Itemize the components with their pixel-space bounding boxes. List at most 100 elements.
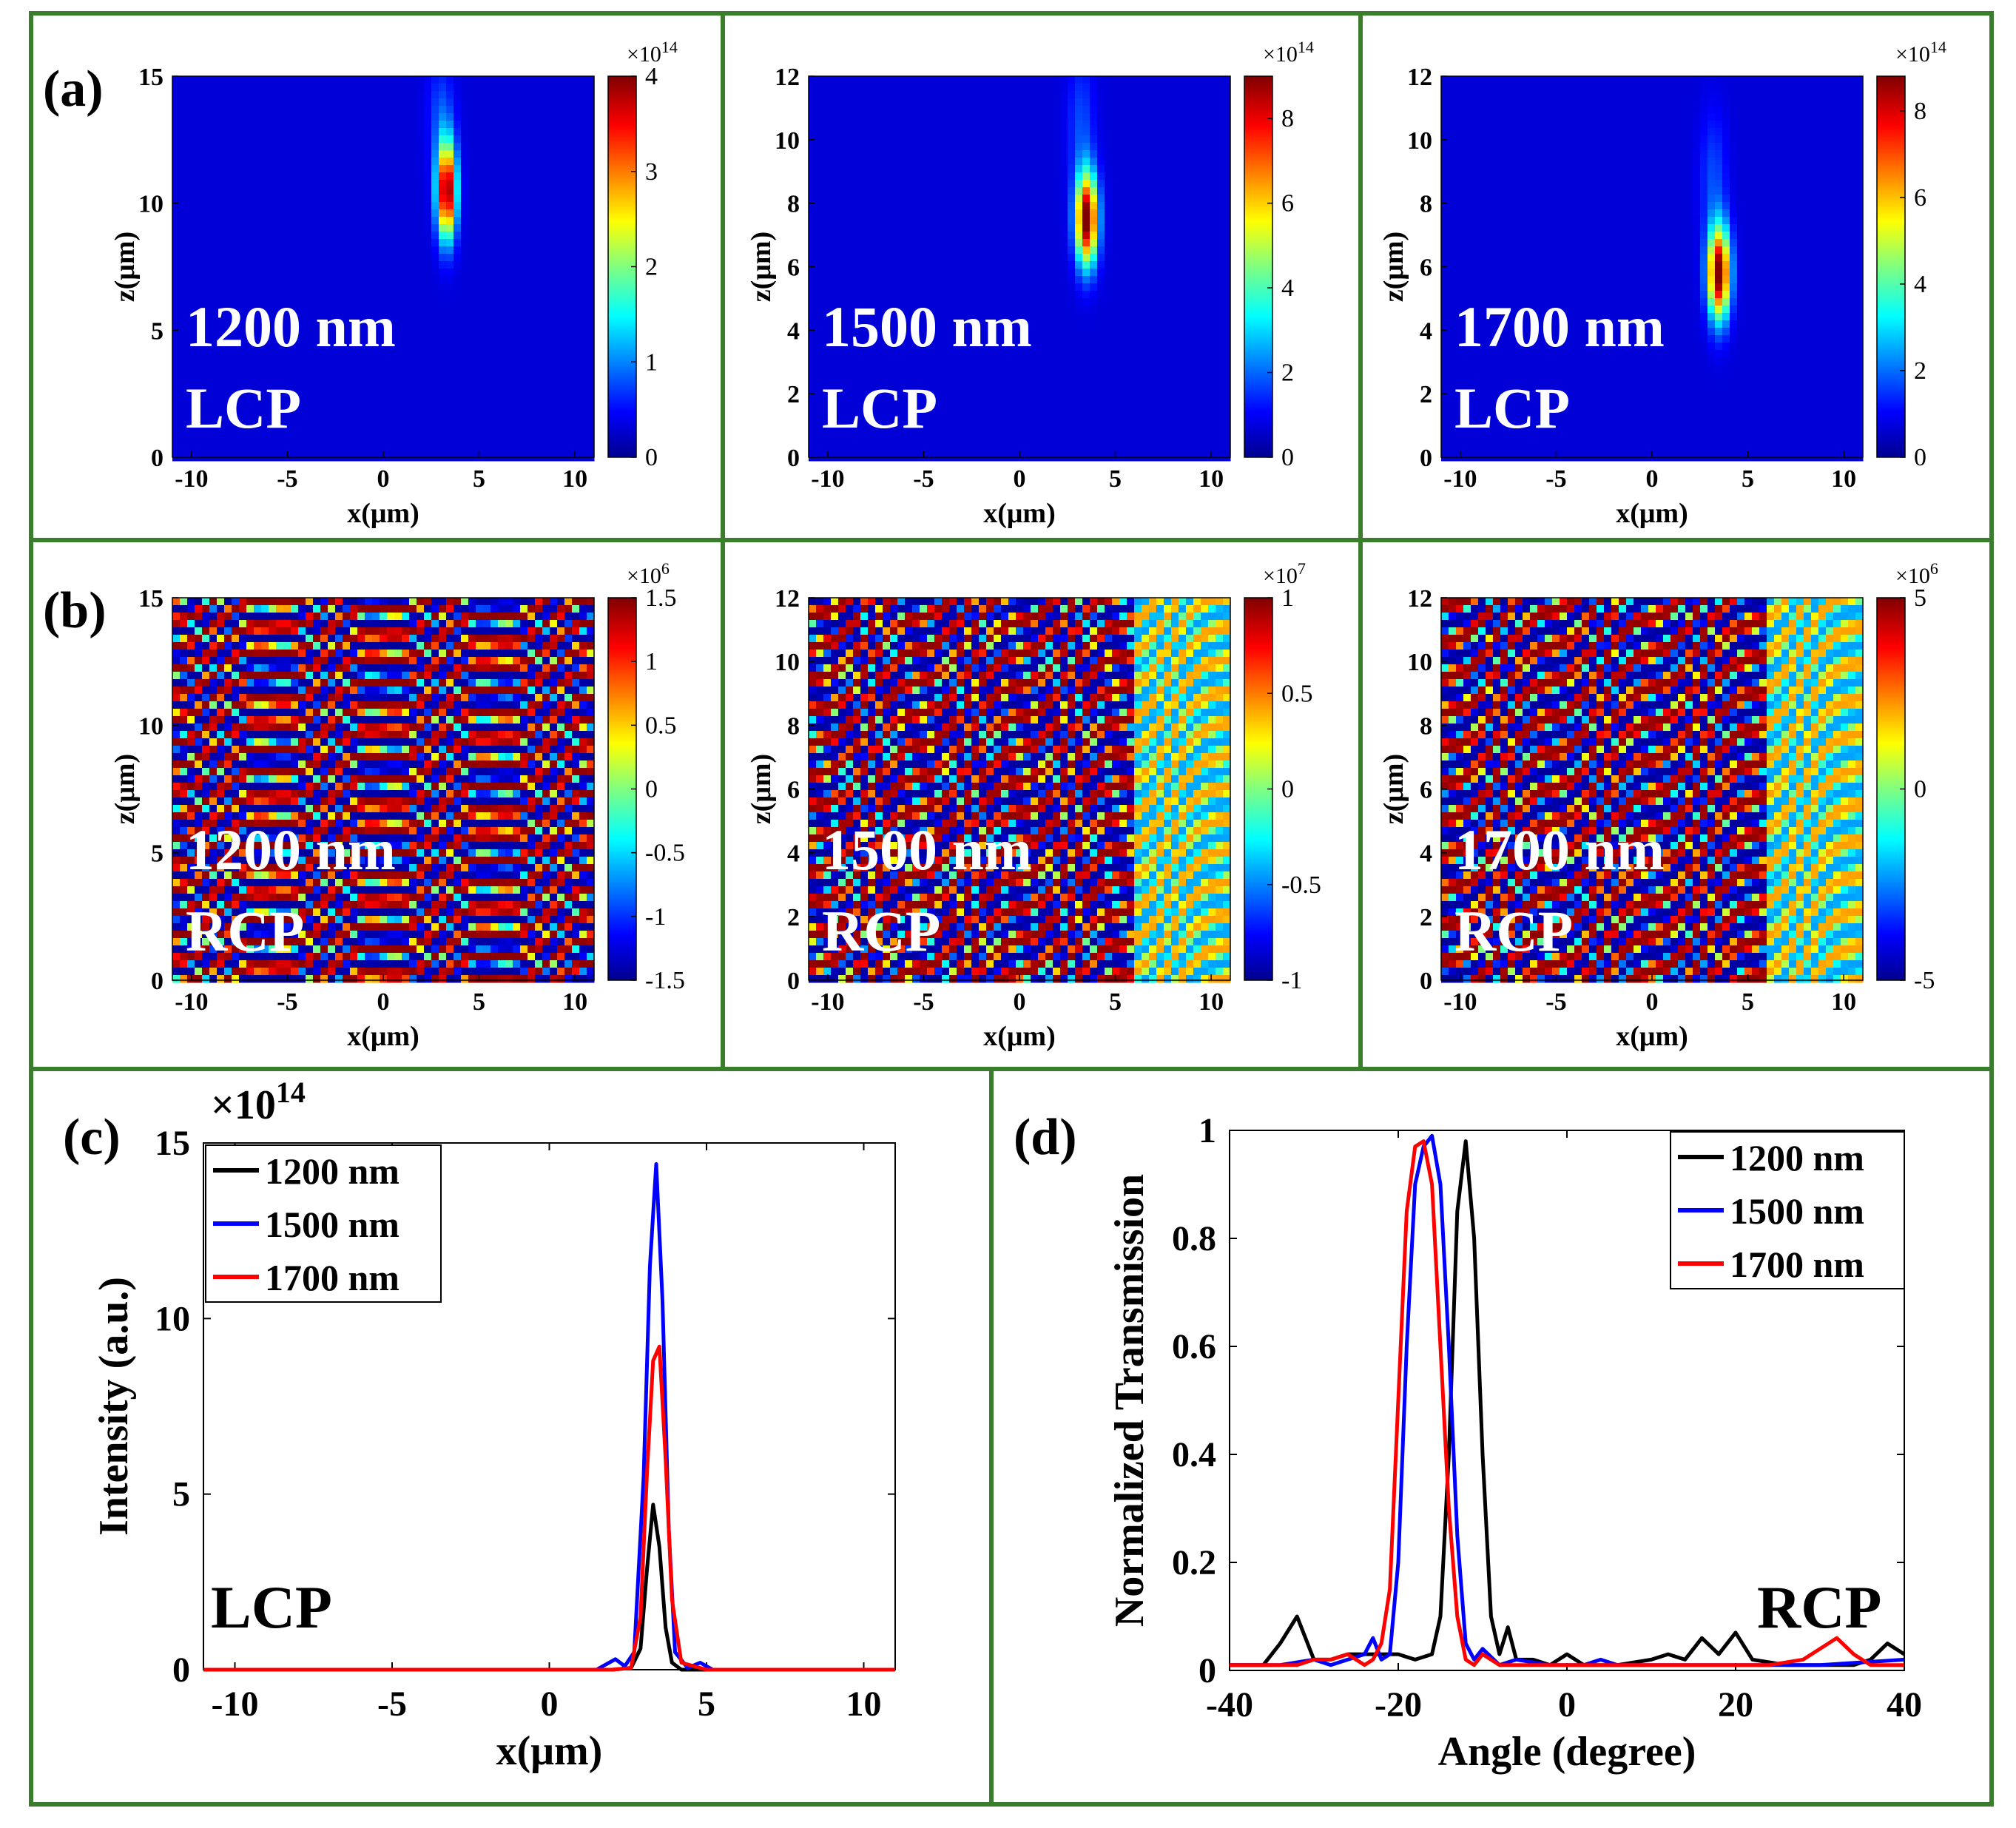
x-tick-label: 5	[473, 988, 485, 1016]
x-axis-label: x(μm)	[347, 1021, 419, 1052]
y-tick-label: 8	[1420, 191, 1432, 218]
colorbar-tick-label: -1.5	[645, 967, 685, 994]
x-tick-label: -5	[277, 988, 297, 1016]
wavelength-label: 1500 nm	[822, 817, 1032, 882]
y-tick-label: 5	[151, 317, 163, 345]
x-tick-label: 0	[541, 1684, 559, 1724]
x-tick-label: -10	[175, 988, 208, 1016]
polarization-label: LCP	[1454, 376, 1570, 440]
legend-entry: 1500 nm	[1730, 1190, 1864, 1232]
legend-entry: 1700 nm	[265, 1257, 400, 1298]
colorbar-tick-label: 3	[645, 158, 658, 186]
panel-label: (b)	[43, 582, 107, 639]
y-tick-label: 10	[138, 712, 163, 740]
colorbar-tick-label: 1.5	[645, 584, 677, 612]
y-tick-label: 4	[787, 317, 800, 345]
colorbar-tick-label: 0	[645, 444, 658, 471]
wavelength-label: 1200 nm	[186, 817, 396, 882]
colorbar-multiplier-base: ×10	[1895, 564, 1930, 588]
colorbar-tick-label: 0	[1914, 776, 1926, 803]
colorbar-multiplier-base: ×10	[1263, 42, 1298, 67]
y-tick-label: 0	[1420, 445, 1432, 472]
y-tick-label: 6	[1420, 254, 1432, 282]
colorbar-tick-label: 6	[1281, 190, 1294, 217]
x-tick-label: 10	[1199, 988, 1224, 1016]
colorbar-tick-label: 2	[645, 254, 658, 281]
colorbar-tick-label: 1	[1281, 584, 1294, 612]
x-tick-label: -10	[1443, 465, 1477, 493]
y-tick-label: 4	[1420, 840, 1432, 868]
colorbar-tick-label: 1	[645, 648, 658, 675]
x-tick-label: 0	[1014, 988, 1026, 1016]
y-tick-label: 0	[151, 968, 163, 995]
y-tick-label: 4	[1420, 317, 1432, 345]
colorbar-multiplier-base: ×10	[1895, 42, 1930, 67]
legend-entry: 1700 nm	[1730, 1244, 1864, 1285]
polarization-annotation: LCP	[211, 1574, 332, 1641]
y-tick-label: 12	[775, 585, 800, 613]
y-tick-label: 2	[1420, 904, 1432, 931]
y-tick-label: 2	[1420, 381, 1432, 408]
y-tick-label: 2	[787, 381, 800, 408]
x-tick-label: -5	[1545, 988, 1566, 1016]
colorbar-tick-label: 6	[1914, 184, 1926, 212]
y-tick-label: 10	[155, 1299, 190, 1338]
x-tick-label: -10	[811, 988, 844, 1016]
y-tick-label: 15	[138, 585, 163, 613]
x-tick-label: 5	[1742, 465, 1754, 493]
y-tick-label: 5	[151, 840, 163, 868]
colorbar-exponent: 6	[661, 559, 670, 578]
colorbar-exponent: 14	[1930, 38, 1946, 56]
x-tick-label: 10	[562, 465, 587, 493]
polarization-label: RCP	[1454, 899, 1573, 963]
x-axis-label: x(μm)	[1616, 498, 1688, 529]
axis-exponent: 14	[276, 1076, 306, 1109]
colorbar-tick-label: 1	[645, 348, 658, 376]
panel-label: (a)	[43, 61, 104, 118]
y-tick-label: 15	[155, 1124, 190, 1163]
y-tick-label: 0	[1199, 1651, 1216, 1690]
y-axis-label: z(μm)	[1378, 232, 1409, 302]
wavelength-label: 1200 nm	[186, 294, 396, 359]
y-tick-label: 0.8	[1172, 1219, 1216, 1258]
y-tick-label: 8	[1420, 712, 1432, 740]
y-tick-label: 0	[1420, 968, 1432, 995]
colorbar-tick-label: -5	[1914, 967, 1935, 994]
colorbar-exponent: 14	[661, 38, 678, 56]
colorbar-multiplier-base: ×10	[627, 42, 661, 67]
y-tick-label: 0	[151, 445, 163, 472]
colorbar-tick-label: 0.5	[645, 712, 677, 739]
axis-multiplier-base: ×10	[211, 1082, 276, 1128]
x-tick-label: 10	[1831, 465, 1856, 493]
y-tick-label: 5	[172, 1475, 190, 1514]
colorbar-tick-label: 5	[1914, 584, 1926, 612]
wavelength-label: 1700 nm	[1454, 817, 1665, 882]
colorbar-tick-label: 8	[1914, 98, 1926, 125]
y-axis-label: z(μm)	[746, 232, 777, 302]
x-tick-label: 0	[1014, 465, 1026, 493]
x-tick-label: 5	[1109, 465, 1122, 493]
colorbar-tick-label: -0.5	[1281, 871, 1321, 899]
x-tick-label: -10	[1443, 988, 1477, 1016]
x-axis-label: x(μm)	[496, 1728, 603, 1774]
x-tick-label: 10	[1831, 988, 1856, 1016]
polarization-label: LCP	[822, 376, 937, 440]
y-tick-label: 0	[787, 968, 800, 995]
y-tick-label: 1	[1199, 1111, 1216, 1150]
x-tick-label: -10	[811, 465, 844, 493]
colorbar-tick-label: 0	[1914, 444, 1926, 471]
colorbar-tick-label: 0	[1281, 444, 1294, 471]
figure: -10 -5 0 5 10051015x(μm)z(μm)1200 nmLCP(a)01…	[0, 0, 2016, 1828]
colorbar-tick-label: 2	[1281, 360, 1294, 387]
colorbar-exponent: 6	[1930, 559, 1938, 578]
panel-label: (d)	[1014, 1109, 1077, 1166]
polarization-label: RCP	[186, 899, 304, 963]
polarization-label: LCP	[186, 376, 301, 440]
x-tick-label: 5	[1742, 988, 1754, 1016]
x-axis-label: x(μm)	[347, 498, 419, 529]
x-tick-label: 5	[698, 1684, 715, 1724]
y-tick-label: 0.2	[1172, 1543, 1216, 1582]
legend-entry: 1500 nm	[265, 1204, 400, 1245]
x-tick-label: 20	[1718, 1685, 1753, 1724]
